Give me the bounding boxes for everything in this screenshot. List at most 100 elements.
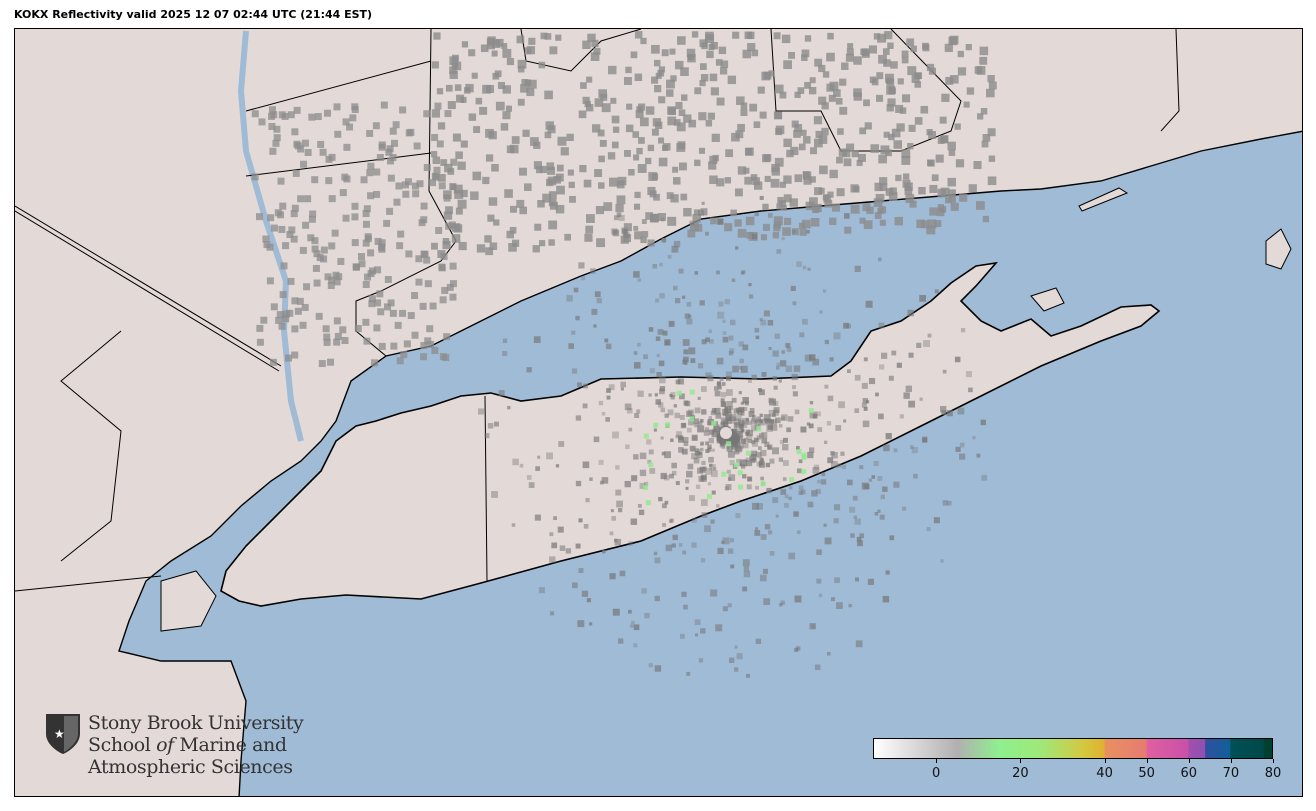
radar-echo	[413, 142, 421, 150]
radar-echo	[874, 182, 883, 192]
radar-echo	[705, 467, 713, 475]
radar-echo	[590, 268, 596, 274]
radar-echo	[685, 486, 689, 490]
radar-echo	[698, 475, 705, 482]
radar-echo	[262, 235, 270, 243]
radar-echo	[630, 51, 638, 59]
radar-echo	[528, 37, 536, 45]
radar-echo	[793, 130, 801, 138]
colorbar-tick-label: 0	[932, 766, 941, 781]
radar-echo	[715, 624, 723, 632]
radar-echo	[740, 108, 748, 116]
radar-echo	[427, 340, 435, 348]
radar-echo	[717, 385, 722, 390]
radar-echo	[412, 190, 420, 198]
radar-echo	[506, 230, 515, 239]
radar-echo	[358, 253, 366, 261]
radar-echo	[288, 226, 296, 234]
radar-echo	[841, 464, 847, 470]
radar-echo	[679, 162, 687, 171]
radar-echo	[922, 42, 929, 50]
radar-echo	[420, 353, 428, 361]
radar-echo	[712, 428, 717, 433]
radar-echo	[847, 43, 854, 50]
radar-echo	[772, 497, 779, 503]
radar-echo	[893, 140, 903, 149]
radar-echo	[608, 384, 615, 391]
radar-echo	[764, 175, 771, 182]
radar-echo	[549, 532, 554, 537]
radar-echo	[436, 140, 444, 148]
radar-echo	[734, 418, 741, 426]
radar-echo	[813, 116, 823, 125]
radar-echo	[633, 271, 640, 278]
radar-echo	[743, 565, 750, 572]
radar-echo	[720, 391, 727, 398]
radar-echo	[726, 401, 733, 408]
radar-echo	[686, 302, 692, 307]
radar-echo	[695, 633, 699, 637]
radar-echo	[780, 600, 785, 605]
radar-echo	[511, 523, 516, 527]
radar-echo	[653, 422, 659, 428]
radar-echo	[888, 192, 898, 201]
radar-echo	[834, 577, 840, 583]
radar-echo	[557, 136, 567, 146]
radar-echo	[866, 400, 870, 404]
radar-echo	[860, 48, 867, 55]
radar-echo	[649, 368, 655, 374]
radar-echo	[454, 84, 462, 91]
radar-echo	[655, 298, 660, 303]
logo-line-3: Atmospheric Sciences	[88, 756, 293, 778]
radar-echo	[667, 254, 672, 259]
radar-echo	[741, 417, 749, 425]
radar-echo	[448, 221, 456, 229]
radar-echo	[569, 195, 576, 203]
radar-echo	[909, 200, 917, 208]
radar-echo	[903, 392, 910, 399]
radar-echo	[742, 397, 749, 404]
radar-echo	[594, 169, 603, 178]
radar-echo	[734, 422, 740, 428]
radar-echo	[611, 228, 618, 235]
radar-echo	[485, 154, 494, 162]
radar-echo	[691, 31, 699, 38]
radar-echo	[765, 462, 771, 468]
radar-echo	[618, 214, 625, 221]
radar-echo	[664, 451, 671, 459]
radar-echo	[675, 481, 680, 486]
radar-echo	[711, 133, 720, 142]
radar-echo	[495, 101, 505, 111]
radar-echo	[363, 337, 371, 345]
radar-echo	[927, 219, 937, 229]
radar-echo	[669, 393, 673, 397]
radar-echo	[420, 342, 428, 350]
radar-echo	[863, 357, 868, 362]
radar-echo	[896, 123, 905, 132]
radar-echo	[773, 407, 780, 414]
colorbar	[873, 738, 1273, 759]
radar-echo	[688, 119, 697, 128]
colorbar-tick	[1104, 759, 1106, 763]
radar-echo	[740, 464, 746, 469]
logo-line-2c: Marine and	[173, 734, 287, 756]
radar-echo	[778, 379, 782, 383]
radar-echo	[800, 129, 807, 136]
radar-echo	[659, 386, 666, 392]
radar-echo	[772, 447, 779, 455]
radar-echo	[384, 303, 392, 311]
radar-echo	[645, 157, 652, 165]
radar-echo	[421, 250, 429, 258]
radar-echo	[945, 76, 954, 85]
radar-echo	[282, 315, 290, 323]
radar-echo	[645, 106, 655, 115]
radar-echo	[874, 512, 879, 516]
radar-echo	[333, 317, 341, 325]
radar-echo	[802, 265, 807, 270]
radar-echo	[590, 52, 600, 61]
radar-map[interactable]	[14, 28, 1303, 797]
radar-echo	[667, 216, 677, 226]
radar-echo	[639, 117, 649, 127]
radar-echo	[712, 467, 717, 471]
radar-echo	[863, 220, 873, 230]
